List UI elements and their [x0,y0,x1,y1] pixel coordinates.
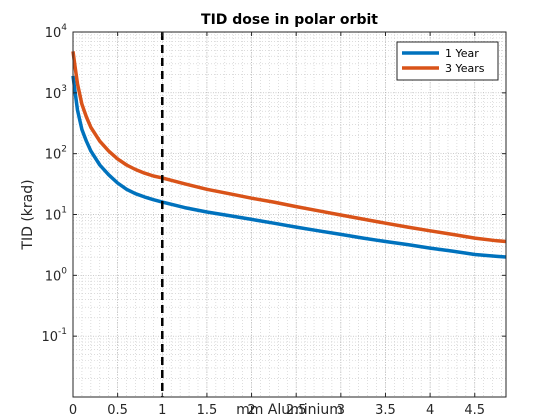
x-tick-label: 1.5 [197,403,218,418]
x-axis-ticks: 0 0.5 1 1.5 2 2.5 3 3.5 4 4.5 [69,32,485,418]
x-tick-label: 2 [247,403,255,418]
legend: 1 Year 3 Years [396,41,499,81]
legend-label-3-years: 3 Years [445,62,485,75]
y-tick-label: 102 [45,145,67,163]
x-tick-label: 4 [426,403,434,418]
series-line-1-year [71,75,507,259]
x-tick-label: 1 [158,403,166,418]
y-tick-label: 100 [45,266,68,284]
y-tick-label: 101 [45,206,67,224]
x-axis-label: mm Aluminium [236,402,343,418]
series-layer [71,51,507,259]
y-axis-ticks: 10-1 100 101 102 103 104 [41,23,506,345]
series-line-3-years [71,51,507,244]
x-tick-label: 0 [69,403,77,418]
legend-box [396,41,499,81]
y-tick-label: 10-1 [41,327,67,345]
x-tick-label: 4.5 [464,403,485,418]
y-tick-label: 104 [45,23,68,41]
x-tick-label: 3 [337,403,345,418]
y-axis-label: TID (krad) [20,179,36,250]
x-tick-label: 2.5 [286,403,307,418]
x-tick-label: 0.5 [107,403,128,418]
x-tick-label: 3.5 [375,403,396,418]
chart-title: TID dose in polar orbit [201,12,378,28]
y-tick-label: 103 [45,84,67,102]
legend-label-1-year: 1 Year [445,47,479,60]
